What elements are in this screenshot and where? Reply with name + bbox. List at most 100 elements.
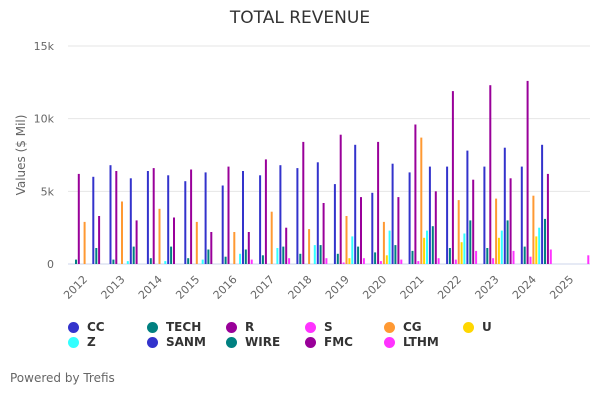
bar-sanm-2021[interactable]	[428, 166, 431, 264]
bar-r-2015[interactable]	[190, 169, 193, 265]
bar-fmc-2021[interactable]	[434, 191, 437, 264]
bar-u-2019[interactable]	[348, 258, 351, 264]
bar-fmc-2018[interactable]	[322, 203, 325, 264]
bar-fmc-2023[interactable]	[509, 178, 512, 264]
bar-tech-2014[interactable]	[149, 258, 152, 264]
bar-r-2023[interactable]	[489, 85, 492, 264]
bar-cg-2012[interactable]	[83, 221, 86, 264]
bar-s-2023[interactable]	[492, 258, 495, 264]
bar-cg-2017[interactable]	[270, 211, 273, 264]
bar-cg-2022[interactable]	[457, 200, 460, 264]
legend-item-lthm[interactable]: LTHM	[384, 335, 439, 349]
bar-lthm-2016[interactable]	[250, 259, 253, 264]
bar-z-2021[interactable]	[426, 230, 428, 264]
legend-item-cg[interactable]: CG	[384, 320, 422, 334]
bar-tech-2024[interactable]	[523, 246, 526, 264]
bar-fmc-2020[interactable]	[397, 197, 400, 264]
bar-u-2024[interactable]	[535, 236, 538, 264]
bar-lthm-2020[interactable]	[400, 259, 403, 264]
bar-s-2021[interactable]	[417, 261, 420, 264]
bar-z-2023[interactable]	[500, 230, 503, 264]
bar-u-2022[interactable]	[460, 242, 463, 264]
bar-cg-2021[interactable]	[420, 137, 423, 264]
bar-wire-2021[interactable]	[431, 226, 434, 264]
bar-fmc-2024[interactable]	[546, 173, 549, 264]
bar-tech-2013[interactable]	[112, 259, 115, 264]
bar-lthm-2019[interactable]	[362, 258, 365, 264]
bar-cg-2020[interactable]	[382, 221, 385, 264]
bar-z-2014[interactable]	[164, 261, 167, 264]
bar-sanm-2012[interactable]	[92, 176, 95, 264]
bar-lthm-2024[interactable]	[549, 249, 552, 265]
bar-cc-2013[interactable]	[109, 165, 112, 264]
bar-r-2016[interactable]	[227, 166, 230, 264]
bar-fmc-2012[interactable]	[98, 216, 101, 264]
bar-s-2020[interactable]	[379, 261, 382, 264]
bar-tech-2012[interactable]	[75, 259, 77, 264]
bar-sanm-2017[interactable]	[279, 165, 282, 264]
bar-cc-2014[interactable]	[146, 171, 149, 264]
bar-tech-2019[interactable]	[336, 253, 339, 264]
bar-r-2022[interactable]	[451, 91, 454, 264]
legend-item-s[interactable]: S	[305, 320, 333, 334]
bar-r-2018[interactable]	[302, 141, 305, 264]
bar-cg-2016[interactable]	[233, 232, 236, 264]
bar-z-2024[interactable]	[538, 227, 541, 264]
bar-sanm-2024[interactable]	[541, 144, 544, 264]
bar-tech-2020[interactable]	[374, 252, 377, 264]
bar-tech-2023[interactable]	[486, 248, 489, 264]
legend-item-u[interactable]: U	[463, 320, 492, 334]
bar-cg-2019[interactable]	[345, 216, 348, 264]
bar-wire-2014[interactable]	[170, 246, 173, 264]
bar-wire-2020[interactable]	[394, 245, 397, 264]
bar-sanm-2018[interactable]	[316, 162, 319, 264]
legend-item-tech[interactable]: TECH	[147, 320, 201, 334]
bar-fmc-2016[interactable]	[247, 232, 250, 264]
bar-cg-2023[interactable]	[495, 198, 498, 264]
bar-wire-2023[interactable]	[506, 220, 509, 264]
bar-lthm-2023[interactable]	[512, 250, 515, 264]
bar-wire-2016[interactable]	[244, 249, 247, 265]
bar-fmc-2014[interactable]	[173, 217, 175, 265]
bar-cc-2024[interactable]	[520, 166, 523, 264]
bar-tech-2017[interactable]	[261, 255, 264, 264]
bar-tech-2018[interactable]	[299, 253, 302, 264]
bar-r-2017[interactable]	[264, 159, 267, 264]
bar-tech-2016[interactable]	[224, 256, 227, 264]
bar-sanm-2020[interactable]	[391, 163, 394, 264]
bar-cc-2015[interactable]	[184, 181, 187, 264]
bar-r-2020[interactable]	[377, 141, 380, 264]
bar-wire-2019[interactable]	[357, 246, 360, 264]
bar-cc-2023[interactable]	[483, 166, 486, 264]
bar-sanm-2013[interactable]	[129, 178, 132, 264]
bar-sanm-2019[interactable]	[354, 144, 357, 264]
bar-z-2022[interactable]	[463, 233, 466, 265]
bar-cc-2016[interactable]	[221, 185, 224, 265]
bar-u-2020[interactable]	[385, 255, 388, 264]
bar-cc-2019[interactable]	[333, 184, 336, 264]
bar-cc-2021[interactable]	[408, 172, 411, 264]
bar-sanm-2014[interactable]	[167, 175, 170, 264]
bar-sanm-2015[interactable]	[204, 172, 207, 264]
bar-r-2013[interactable]	[115, 171, 118, 264]
bar-fmc-2017[interactable]	[285, 227, 288, 264]
bar-wire-2024[interactable]	[544, 218, 546, 264]
bar-lthm-2022[interactable]	[475, 250, 478, 264]
bar-lthm-2025[interactable]	[587, 255, 590, 264]
legend-item-z[interactable]: Z	[68, 335, 96, 349]
bar-fmc-2022[interactable]	[472, 179, 475, 264]
bar-cg-2015[interactable]	[195, 221, 198, 264]
bar-s-2019[interactable]	[342, 262, 345, 265]
bar-cg-2018[interactable]	[308, 229, 311, 264]
bar-wire-2018[interactable]	[319, 245, 322, 264]
bar-z-2019[interactable]	[351, 236, 354, 264]
bar-r-2014[interactable]	[152, 168, 155, 264]
bar-cg-2013[interactable]	[121, 201, 123, 265]
bar-tech-2021[interactable]	[411, 250, 414, 264]
bar-sanm-2023[interactable]	[503, 147, 506, 264]
bar-r-2024[interactable]	[526, 80, 529, 265]
bar-cc-2020[interactable]	[371, 192, 374, 264]
bar-wire-2017[interactable]	[282, 246, 285, 264]
bar-sanm-2022[interactable]	[466, 150, 469, 264]
bar-s-2024[interactable]	[529, 256, 532, 264]
